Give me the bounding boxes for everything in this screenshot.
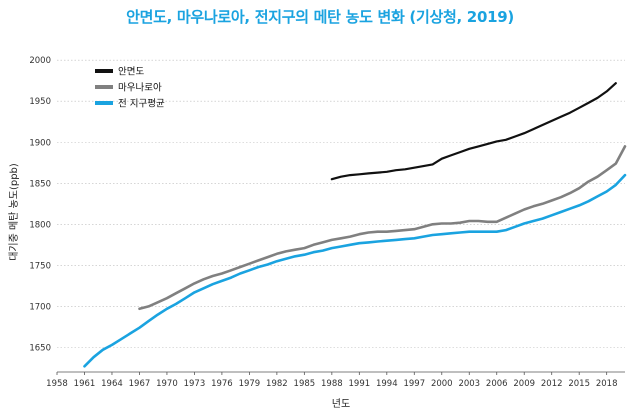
y-tick-label: 1850 — [29, 179, 51, 189]
x-axis-label: 년도 — [332, 398, 350, 410]
series-line-global-mean — [83, 173, 627, 368]
x-tick-label: 1982 — [266, 379, 288, 389]
y-tick-label: 1900 — [29, 138, 51, 148]
x-tick-label: 2009 — [513, 379, 535, 389]
x-tick-label: 1967 — [129, 379, 151, 389]
x-tick-label: 2003 — [458, 379, 480, 389]
chart-title: 안면도, 마우나로아, 전지구의 메탄 농도 변화 (기상청, 2019) — [126, 8, 514, 26]
x-tick-label: 1973 — [184, 379, 206, 389]
y-tick-label: 1800 — [29, 220, 51, 230]
y-tick-label: 2000 — [29, 56, 51, 66]
y-tick-label: 1950 — [29, 97, 51, 107]
legend-label-global-mean: 전 지구평균 — [118, 99, 165, 110]
x-tick-label: 1976 — [211, 379, 233, 389]
y-axis-ticks: 1650 1700 1750 1800 1850 1900 1950 2000 — [29, 56, 51, 353]
y-tick-label: 1650 — [29, 343, 51, 353]
legend-label-anmyeondo: 안면도 — [118, 67, 144, 78]
series-line-mauna-loa — [138, 145, 627, 311]
x-tick-label: 1985 — [294, 379, 316, 389]
y-tick-label: 1750 — [29, 261, 51, 271]
x-tick-label: 1994 — [376, 379, 398, 389]
x-tick-label: 1958 — [46, 379, 68, 389]
x-tick-label: 2015 — [568, 379, 590, 389]
x-tick-label: 2000 — [431, 379, 453, 389]
grid-lines — [57, 59, 625, 348]
x-tick-label: 2006 — [486, 379, 508, 389]
legend-label-mauna-loa: 마우나로아 — [118, 83, 162, 94]
x-axis-ticks: 1958 1961 1964 1967 1970 1973 1976 1979 1982 1985… — [46, 372, 617, 389]
y-tick-label: 1700 — [29, 302, 51, 312]
x-tick-label: 1997 — [403, 379, 425, 389]
y-axis-label: 대기중 메탄 농도(ppb) — [8, 163, 20, 261]
x-tick-label: 2012 — [541, 379, 563, 389]
x-tick-label: 1979 — [239, 379, 261, 389]
series-line-anmyeondo — [330, 82, 617, 181]
x-tick-label: 1991 — [349, 379, 371, 389]
x-tick-label: 1964 — [101, 379, 123, 389]
x-tick-label: 2018 — [596, 379, 618, 389]
x-tick-label: 1961 — [74, 379, 96, 389]
x-tick-label: 1970 — [156, 379, 178, 389]
x-tick-label: 1988 — [321, 379, 343, 389]
series-lines — [83, 82, 627, 368]
